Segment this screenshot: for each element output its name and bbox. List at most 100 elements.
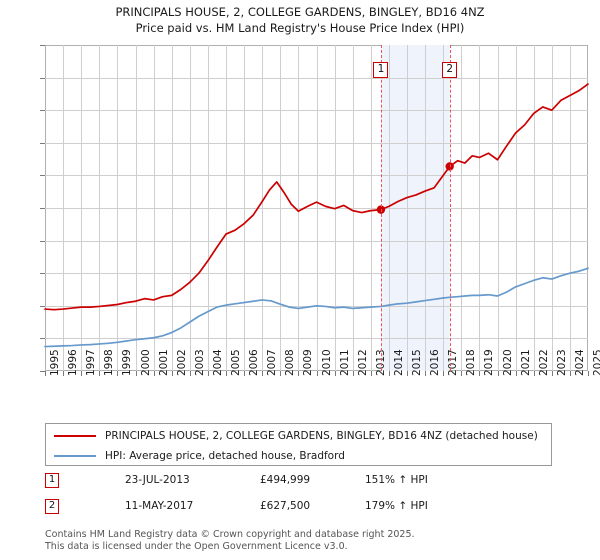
gridline-vertical <box>425 45 427 371</box>
gridline-vertical <box>244 45 246 371</box>
y-axis-tick <box>40 338 45 340</box>
x-axis-tick <box>99 371 101 376</box>
transaction-index: 2 <box>45 499 59 514</box>
x-axis-tick <box>226 371 227 376</box>
title-line-1: PRINCIPALS HOUSE, 2, COLLEGE GARDENS, BI… <box>115 5 485 19</box>
event-dashed-line <box>449 45 451 371</box>
footer-line-1: Contains HM Land Registry data © Crown c… <box>45 529 415 540</box>
legend-label: PRINCIPALS HOUSE, 2, COLLEGE GARDENS, BI… <box>105 430 538 442</box>
gridline-vertical <box>443 45 445 371</box>
series-lines <box>44 83 589 348</box>
gridline-vertical <box>370 45 372 371</box>
gridline-vertical <box>497 45 499 371</box>
x-axis-tick <box>461 371 463 376</box>
event-marker-1[interactable]: 1 <box>373 62 389 78</box>
table-row[interactable]: 1 23-JUL-2013 £494,999 151% ↑ HPI <box>45 472 552 498</box>
x-axis-tick <box>153 371 155 376</box>
series-line <box>44 83 589 311</box>
gridline-vertical <box>551 45 553 371</box>
x-axis-tick <box>280 371 282 376</box>
y-axis-tick <box>40 208 45 209</box>
y-axis-tick <box>40 45 45 46</box>
event-marker-2[interactable]: 2 <box>442 62 458 78</box>
gridline-vertical <box>298 45 300 371</box>
x-axis-tick <box>207 371 209 376</box>
gridline-vertical <box>407 45 408 371</box>
transaction-price: £627,500 <box>260 500 311 512</box>
price-history-chart: £0£100K£200K£300K£400K£500K£600K£700K£80… <box>40 45 600 376</box>
legend-label: HPI: Average price, detached house, Brad… <box>105 450 345 462</box>
x-axis-tick <box>171 371 173 376</box>
gridline-vertical <box>99 45 101 371</box>
gridline-vertical <box>280 45 282 371</box>
footer-attribution: Contains HM Land Registry data © Crown c… <box>45 529 585 552</box>
x-axis-tick <box>533 371 535 376</box>
x-axis-tick <box>370 371 372 376</box>
table-row[interactable]: 2 11-MAY-2017 £627,500 179% ↑ HPI <box>45 498 552 524</box>
chart-legend: PRINCIPALS HOUSE, 2, COLLEGE GARDENS, BI… <box>45 423 552 466</box>
y-axis-tick <box>40 77 45 79</box>
transaction-date: 11-MAY-2017 <box>125 500 194 512</box>
gridline-vertical <box>135 45 137 371</box>
x-axis-tick <box>298 371 300 376</box>
legend-item: PRINCIPALS HOUSE, 2, COLLEGE GARDENS, BI… <box>46 426 551 446</box>
x-axis-tick <box>515 371 517 376</box>
gridline-vertical <box>262 45 264 371</box>
footer-line-2: This data is licensed under the Open Gov… <box>45 540 348 552</box>
gridline-vertical <box>533 45 535 371</box>
gridline-vertical <box>153 45 155 371</box>
x-axis-tick <box>588 371 589 376</box>
x-axis-tick <box>316 371 318 376</box>
gridline-vertical <box>515 45 517 371</box>
x-axis-tick <box>63 371 65 376</box>
x-axis-tick <box>388 371 390 376</box>
legend-color-swatch <box>54 435 96 437</box>
gridline-vertical <box>316 45 318 371</box>
x-axis-tick <box>189 371 191 376</box>
transaction-index: 1 <box>45 473 59 488</box>
gridline-vertical <box>117 45 119 371</box>
gridline-vertical <box>63 45 65 371</box>
x-axis-tick <box>262 371 264 376</box>
x-axis-tick <box>551 371 553 376</box>
series-line <box>44 267 589 348</box>
x-axis-tick <box>569 371 571 376</box>
gridline-vertical <box>388 45 390 371</box>
x-axis-tick <box>81 371 83 376</box>
legend-item: HPI: Average price, detached house, Brad… <box>46 446 551 466</box>
x-axis-tick <box>497 371 499 376</box>
x-axis-tick <box>425 371 427 376</box>
gridline-vertical <box>81 45 83 371</box>
y-axis-tick <box>40 110 45 112</box>
gridline-vertical <box>461 45 463 371</box>
gridline-vertical <box>171 45 173 371</box>
x-axis-tick <box>479 371 481 376</box>
x-axis-tick <box>117 371 119 376</box>
y-axis-tick <box>40 240 45 242</box>
gridline-vertical <box>207 45 209 371</box>
gridline-vertical <box>479 45 481 371</box>
page-title: PRINCIPALS HOUSE, 2, COLLEGE GARDENS, BI… <box>0 4 600 36</box>
gridline-vertical <box>569 45 571 371</box>
x-axis-tick-label: 2025 <box>592 349 600 376</box>
y-axis-tick <box>40 273 45 275</box>
x-axis-tick <box>443 371 445 376</box>
x-axis-tick <box>45 371 46 376</box>
transaction-table: 1 23-JUL-2013 £494,999 151% ↑ HPI 2 11-MAY-20… <box>45 472 552 524</box>
transaction-hpi-delta: 151% ↑ HPI <box>365 474 428 486</box>
x-axis-tick <box>135 371 137 376</box>
gridline-vertical <box>226 45 227 371</box>
y-axis-tick <box>40 142 45 144</box>
gridline-vertical <box>352 45 354 371</box>
legend-color-swatch <box>54 455 96 457</box>
transaction-price: £494,999 <box>260 474 311 486</box>
transaction-hpi-delta: 179% ↑ HPI <box>365 500 428 512</box>
transaction-date: 23-JUL-2013 <box>125 474 190 486</box>
title-line-2: Price paid vs. HM Land Registry's House … <box>135 21 465 35</box>
event-dashed-line <box>380 45 382 371</box>
x-axis-tick <box>352 371 354 376</box>
x-axis-tick <box>334 371 336 376</box>
y-axis-tick <box>40 175 45 177</box>
x-axis-tick <box>244 371 246 376</box>
